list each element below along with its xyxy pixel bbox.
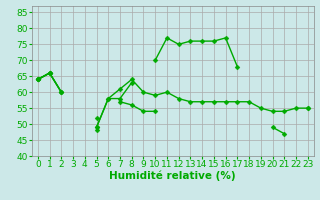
X-axis label: Humidité relative (%): Humidité relative (%)	[109, 171, 236, 181]
